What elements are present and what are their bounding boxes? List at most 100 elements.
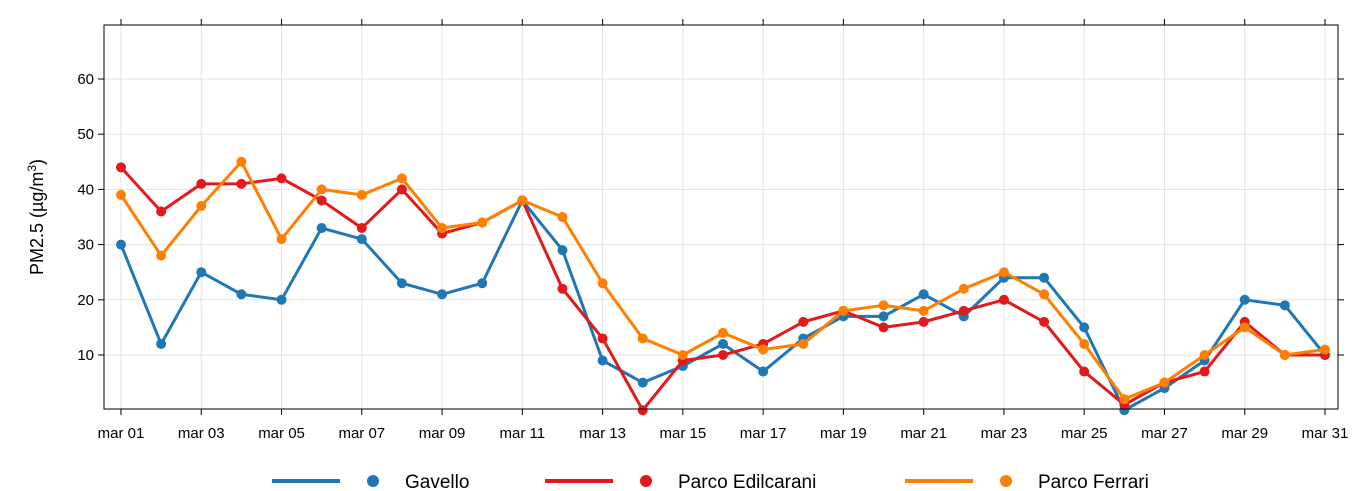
data-point — [838, 305, 849, 316]
data-point — [1039, 272, 1050, 283]
data-point — [1039, 289, 1050, 300]
data-point — [637, 405, 648, 416]
data-point — [1279, 300, 1290, 311]
data-point — [517, 195, 528, 206]
data-point — [477, 278, 488, 289]
data-point — [958, 283, 969, 294]
data-point — [718, 338, 728, 349]
x-tick-label: mar 31 — [1302, 425, 1349, 442]
x-tick-label: mar 07 — [338, 425, 385, 442]
y-tick-label: 30 — [77, 237, 94, 254]
data-point — [196, 200, 207, 211]
y-axis-title-unit: µg/m — [27, 172, 47, 212]
legend-label: Parco Edilcarani — [678, 472, 816, 491]
x-tick-label: mar 09 — [419, 425, 466, 442]
data-point — [637, 377, 648, 388]
x-tick-label: mar 23 — [981, 425, 1028, 442]
data-point — [356, 223, 367, 234]
plot-frame — [103, 24, 1339, 410]
data-point — [236, 156, 247, 167]
x-tick-label: mar 13 — [579, 425, 626, 442]
data-point — [998, 294, 1009, 305]
x-tick-label: mar 17 — [740, 425, 787, 442]
x-tick-label: mar 19 — [820, 425, 867, 442]
data-point — [1039, 316, 1050, 327]
data-point — [758, 366, 769, 377]
series-0 — [116, 195, 1330, 416]
x-tick-label: mar 15 — [660, 425, 707, 442]
data-point — [597, 278, 608, 289]
data-point — [276, 173, 287, 184]
y-tick-label: 50 — [77, 126, 94, 143]
data-point — [156, 250, 167, 261]
y-axis-title: PM2.5 (µg/m3) — [25, 159, 47, 275]
data-point — [437, 289, 448, 300]
data-point — [156, 338, 167, 349]
data-point — [1079, 366, 1090, 377]
legend-marker — [640, 475, 652, 487]
data-point — [557, 245, 568, 256]
data-point — [116, 189, 126, 200]
data-point — [597, 355, 608, 366]
legend-label: Gavello — [405, 472, 469, 491]
legend-item-2: Parco Ferrari — [905, 472, 1149, 491]
legend-item-0: Gavello — [272, 472, 469, 491]
legend-marker — [367, 475, 379, 487]
data-point — [196, 178, 207, 189]
legend-marker — [1000, 475, 1012, 487]
data-point — [396, 173, 407, 184]
data-point — [116, 239, 126, 250]
data-point — [356, 234, 367, 245]
x-tick-label: mar 29 — [1221, 425, 1268, 442]
data-point — [1199, 366, 1210, 377]
data-point — [236, 289, 247, 300]
data-point — [637, 333, 648, 344]
y-tick-label: 60 — [77, 71, 94, 88]
x-tick-label: mar 03 — [178, 425, 225, 442]
data-point — [356, 189, 367, 200]
data-point — [1079, 322, 1090, 333]
legend-item-1: Parco Edilcarani — [545, 472, 816, 491]
data-point — [798, 316, 809, 327]
data-point — [677, 350, 688, 360]
data-point — [316, 195, 327, 206]
data-point — [718, 350, 728, 360]
y-tick-label: 40 — [77, 181, 94, 198]
data-point — [878, 311, 889, 322]
data-point — [316, 223, 327, 234]
series-line — [119, 166, 1325, 412]
data-point — [236, 178, 247, 189]
data-point — [878, 322, 889, 333]
data-point — [1079, 338, 1090, 349]
series-line — [119, 198, 1327, 412]
x-tick-label: mar 01 — [98, 425, 145, 442]
data-point — [918, 305, 929, 316]
data-point — [116, 162, 126, 173]
data-point — [1320, 344, 1330, 355]
x-tick-label: mar 27 — [1141, 425, 1188, 442]
data-point — [196, 267, 207, 278]
legend: Gavello Parco Edilcarani Parco Ferrari — [272, 472, 1149, 491]
x-tick-label: mar 11 — [500, 425, 546, 442]
data-point — [918, 289, 929, 300]
data-point — [1159, 377, 1170, 388]
series-line — [119, 160, 1326, 401]
y-axis-title-close: ) — [27, 159, 47, 165]
data-point — [1119, 394, 1130, 405]
data-point — [557, 212, 568, 222]
y-tick-label: 10 — [77, 347, 94, 364]
series-2 — [116, 156, 1330, 405]
series-1 — [116, 162, 1330, 416]
data-point — [1239, 322, 1250, 333]
y-axis-title-sup: 3 — [25, 165, 39, 172]
x-tick-label: mar 21 — [900, 425, 947, 442]
x-tick-label: mar 25 — [1061, 425, 1108, 442]
data-point — [918, 316, 929, 327]
data-point — [276, 294, 287, 305]
x-tick-label: mar 05 — [258, 425, 305, 442]
data-point — [718, 327, 728, 338]
data-point — [597, 333, 608, 344]
data-point — [396, 184, 407, 195]
data-point — [1239, 294, 1250, 305]
data-point — [878, 300, 889, 311]
